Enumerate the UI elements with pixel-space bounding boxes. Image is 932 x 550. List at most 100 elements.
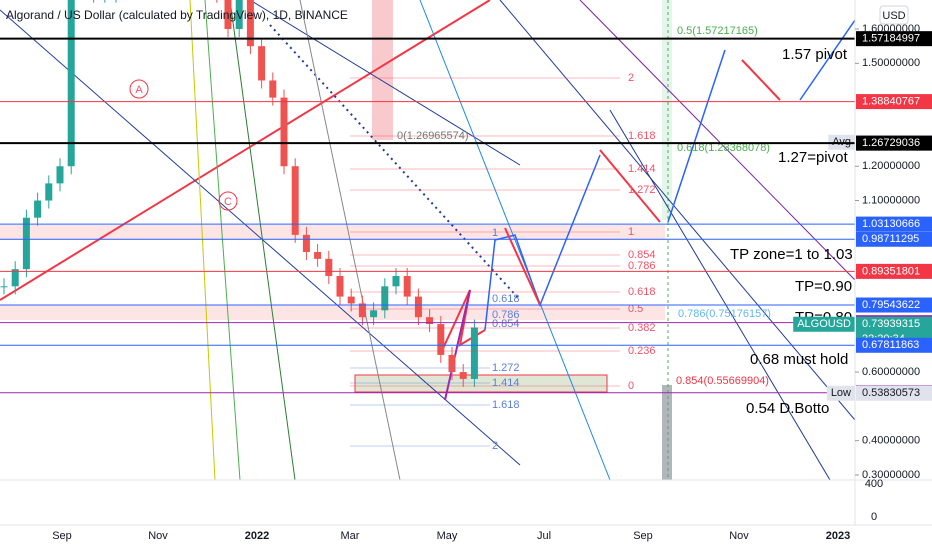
fib-label: 0.786 <box>628 260 656 272</box>
fib-label: 2 <box>492 440 498 452</box>
price-tick-label: 1.10000000 <box>862 194 920 206</box>
trendline <box>609 109 831 480</box>
wave-circle <box>218 191 238 211</box>
candle <box>426 317 434 325</box>
arrow <box>667 49 726 223</box>
fib-label: 0.618 <box>492 293 520 305</box>
candle <box>280 97 288 167</box>
symbol-title: Algorand / US Dollar (calculated by Trad… <box>6 8 348 22</box>
price-label-bg <box>856 31 932 47</box>
candle <box>258 46 266 81</box>
price-label: 0.73939315 <box>862 318 920 330</box>
arrow <box>484 154 601 331</box>
candle <box>302 234 310 252</box>
annotation: 0.68 must hold <box>750 351 848 368</box>
annotation: 0.54 D.Botto <box>746 400 829 417</box>
fib-label: 0 <box>628 380 634 392</box>
time-tick-label: 2023 <box>826 530 850 542</box>
time-tick-label: Sep <box>52 530 72 542</box>
candle <box>325 258 333 277</box>
candle <box>34 200 42 218</box>
fib-label: 1.618 <box>492 399 520 411</box>
price-label-bg <box>856 135 932 151</box>
fib-label: 1.618 <box>628 130 656 142</box>
currency[interactable]: USD <box>882 10 905 22</box>
fib-label: 1.272 <box>492 362 520 374</box>
candle <box>45 183 53 201</box>
currency-box[interactable] <box>879 5 909 25</box>
candle <box>314 252 322 259</box>
price-label-name-bg <box>793 316 856 332</box>
candle <box>336 276 344 297</box>
fib-label: 0.854 <box>492 318 520 330</box>
price-label-bg <box>856 263 932 279</box>
trendline <box>299 0 401 480</box>
candle <box>470 327 478 379</box>
price-tick-label: 1.60000000 <box>862 23 920 35</box>
price-label-bg <box>856 297 932 313</box>
fib-label: 2 <box>628 72 634 84</box>
fib-label: 1.414 <box>628 163 656 175</box>
price-label: 0.53830573 <box>862 387 920 399</box>
price-label: 1.03130666 <box>862 218 920 230</box>
candle <box>22 217 30 270</box>
fib-label: 0.236 <box>628 345 656 357</box>
fib-label: 1.414 <box>492 377 520 389</box>
candle <box>437 324 445 355</box>
trendline <box>0 9 521 466</box>
zone <box>354 374 608 393</box>
fib-label: 1.272 <box>628 184 656 196</box>
price-tick-label: 0.60000000 <box>862 366 920 378</box>
candle <box>67 0 75 167</box>
candle <box>448 354 456 373</box>
price-label: 0.79543622 <box>862 299 920 311</box>
wave-circle <box>129 79 149 99</box>
candle <box>370 310 378 318</box>
trendline <box>189 0 216 480</box>
fib-label: 0.854 <box>628 249 656 261</box>
candle <box>392 276 400 287</box>
candle <box>414 296 422 318</box>
fib-note: 0.5(1.57217165) <box>677 25 758 37</box>
price-label-bg <box>856 385 932 401</box>
price-label: 0.67811863 <box>862 339 919 351</box>
annotation: TP zone=1 to 1.03 <box>730 246 853 263</box>
trendline <box>419 0 611 480</box>
candle <box>246 0 254 47</box>
annotation: 1.57 pivot <box>782 46 848 63</box>
arrow <box>504 227 541 306</box>
plot-area <box>0 0 855 480</box>
zone <box>372 0 393 140</box>
price-tick-label: 1.20000000 <box>862 160 920 172</box>
price-tick-label: 1.50000000 <box>862 57 920 69</box>
price-label-bg <box>856 337 932 353</box>
trendline <box>499 0 855 421</box>
time-tick-label: Nov <box>729 530 749 542</box>
time-tick-label: Jul <box>537 530 551 542</box>
candle <box>291 166 299 235</box>
candle <box>269 80 277 98</box>
arrow <box>799 19 855 101</box>
fib-label: 0.382 <box>628 322 656 334</box>
price-label: 0.89351801 <box>862 265 920 277</box>
annotation: 1.27=pivot <box>778 149 848 166</box>
price-tick-label: 0.40000000 <box>862 435 920 447</box>
trendline <box>249 0 521 166</box>
price-label-name: ALGOUSD <box>797 318 851 330</box>
zone <box>662 0 672 220</box>
time-tick-label: May <box>437 530 458 542</box>
price-label-bg <box>856 216 932 232</box>
time-tick-label: Mar <box>341 530 360 542</box>
trendline <box>229 0 296 480</box>
candle <box>347 296 355 304</box>
price-label: 1.38840767 <box>862 95 920 107</box>
price-label-name: Low <box>831 387 851 399</box>
time-tick-label: Sep <box>633 530 653 542</box>
zone <box>662 385 672 480</box>
fib-note: 0(1.26965574) <box>397 130 469 142</box>
price-label-bg <box>856 94 932 110</box>
candle <box>459 372 467 379</box>
candle <box>381 286 389 311</box>
wave-label: A <box>135 84 143 96</box>
fib-label: 1 <box>492 227 498 239</box>
